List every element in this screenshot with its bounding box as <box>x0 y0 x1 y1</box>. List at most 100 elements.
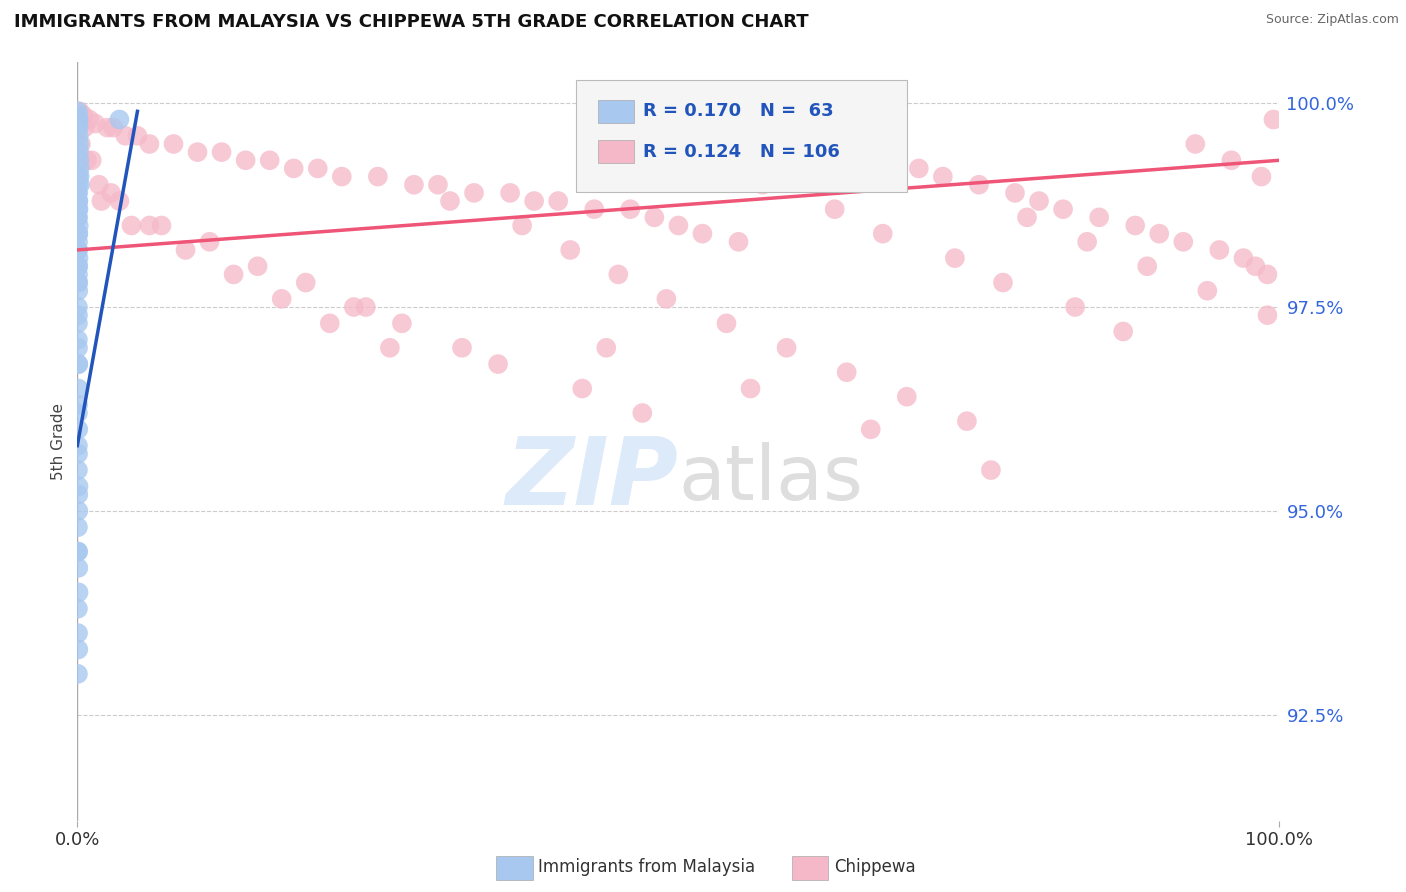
Point <box>956 414 979 428</box>
Point <box>270 292 292 306</box>
Point <box>67 227 90 241</box>
Point <box>896 390 918 404</box>
Point <box>67 642 90 657</box>
Point <box>607 268 630 282</box>
Point <box>67 219 90 233</box>
Point <box>1256 268 1278 282</box>
Point <box>67 341 90 355</box>
Point <box>1028 194 1050 208</box>
Point <box>67 308 90 322</box>
Point <box>1232 251 1254 265</box>
Point <box>66 520 89 534</box>
Point <box>354 300 377 314</box>
Text: Source: ZipAtlas.com: Source: ZipAtlas.com <box>1265 13 1399 27</box>
Point <box>108 194 131 208</box>
Point <box>67 120 90 135</box>
Point <box>883 153 905 168</box>
Point <box>67 504 90 518</box>
Point <box>787 128 810 143</box>
Point <box>67 479 90 493</box>
Point <box>67 202 90 217</box>
Text: R = 0.170   N =  63: R = 0.170 N = 63 <box>643 103 834 120</box>
Point <box>631 406 654 420</box>
Point <box>1256 308 1278 322</box>
Point <box>67 251 90 265</box>
Point <box>872 227 894 241</box>
Point <box>668 219 690 233</box>
Point <box>69 178 91 192</box>
Point <box>655 292 678 306</box>
Point <box>67 561 90 575</box>
Point <box>67 227 90 241</box>
Point <box>120 219 142 233</box>
Point <box>67 128 90 143</box>
Point <box>70 136 93 151</box>
Point <box>1123 219 1146 233</box>
Point <box>67 194 90 208</box>
Point <box>67 145 90 160</box>
Point <box>367 169 389 184</box>
Point <box>619 202 641 217</box>
Point <box>90 194 112 208</box>
Point <box>67 585 90 599</box>
Point <box>67 136 90 151</box>
Point <box>1064 300 1087 314</box>
Point <box>67 259 90 273</box>
Point <box>583 202 606 217</box>
Point <box>114 128 136 143</box>
Point <box>402 178 425 192</box>
Point <box>294 276 316 290</box>
Point <box>67 422 90 436</box>
Point <box>67 194 90 208</box>
Point <box>67 178 90 192</box>
Point <box>66 211 89 225</box>
Point <box>67 202 90 217</box>
Point <box>66 104 89 119</box>
Point <box>211 145 233 160</box>
Point <box>67 487 90 501</box>
Point <box>703 161 725 176</box>
Point <box>198 235 221 249</box>
Point <box>67 398 90 412</box>
Point <box>73 120 96 135</box>
Text: atlas: atlas <box>679 442 863 516</box>
Point <box>751 178 773 192</box>
Point <box>222 268 245 282</box>
Point <box>67 626 90 640</box>
Point <box>523 194 546 208</box>
Point <box>76 153 98 168</box>
Point <box>67 235 90 249</box>
Point <box>980 463 1002 477</box>
Point <box>66 108 89 122</box>
Point <box>127 128 149 143</box>
Point <box>307 161 329 176</box>
Point <box>67 382 90 396</box>
Point <box>932 169 955 184</box>
Point <box>1015 211 1038 225</box>
Point <box>66 666 89 681</box>
Point <box>67 169 90 184</box>
Point <box>835 365 858 379</box>
Point <box>811 136 834 151</box>
Point <box>463 186 485 200</box>
Text: Chippewa: Chippewa <box>834 858 915 876</box>
Point <box>967 178 990 192</box>
Point <box>259 153 281 168</box>
Point <box>1052 202 1074 217</box>
Point <box>643 211 665 225</box>
Point <box>103 120 125 135</box>
Point <box>138 219 160 233</box>
Point <box>427 178 450 192</box>
Point <box>235 153 257 168</box>
Point <box>727 235 749 249</box>
Point <box>66 186 89 200</box>
Point <box>439 194 461 208</box>
Point <box>69 161 91 176</box>
Point <box>1208 243 1230 257</box>
Point <box>67 357 90 371</box>
Point <box>319 316 342 330</box>
Point <box>330 169 353 184</box>
Point <box>100 186 122 200</box>
Point <box>571 382 593 396</box>
Point <box>67 117 90 131</box>
